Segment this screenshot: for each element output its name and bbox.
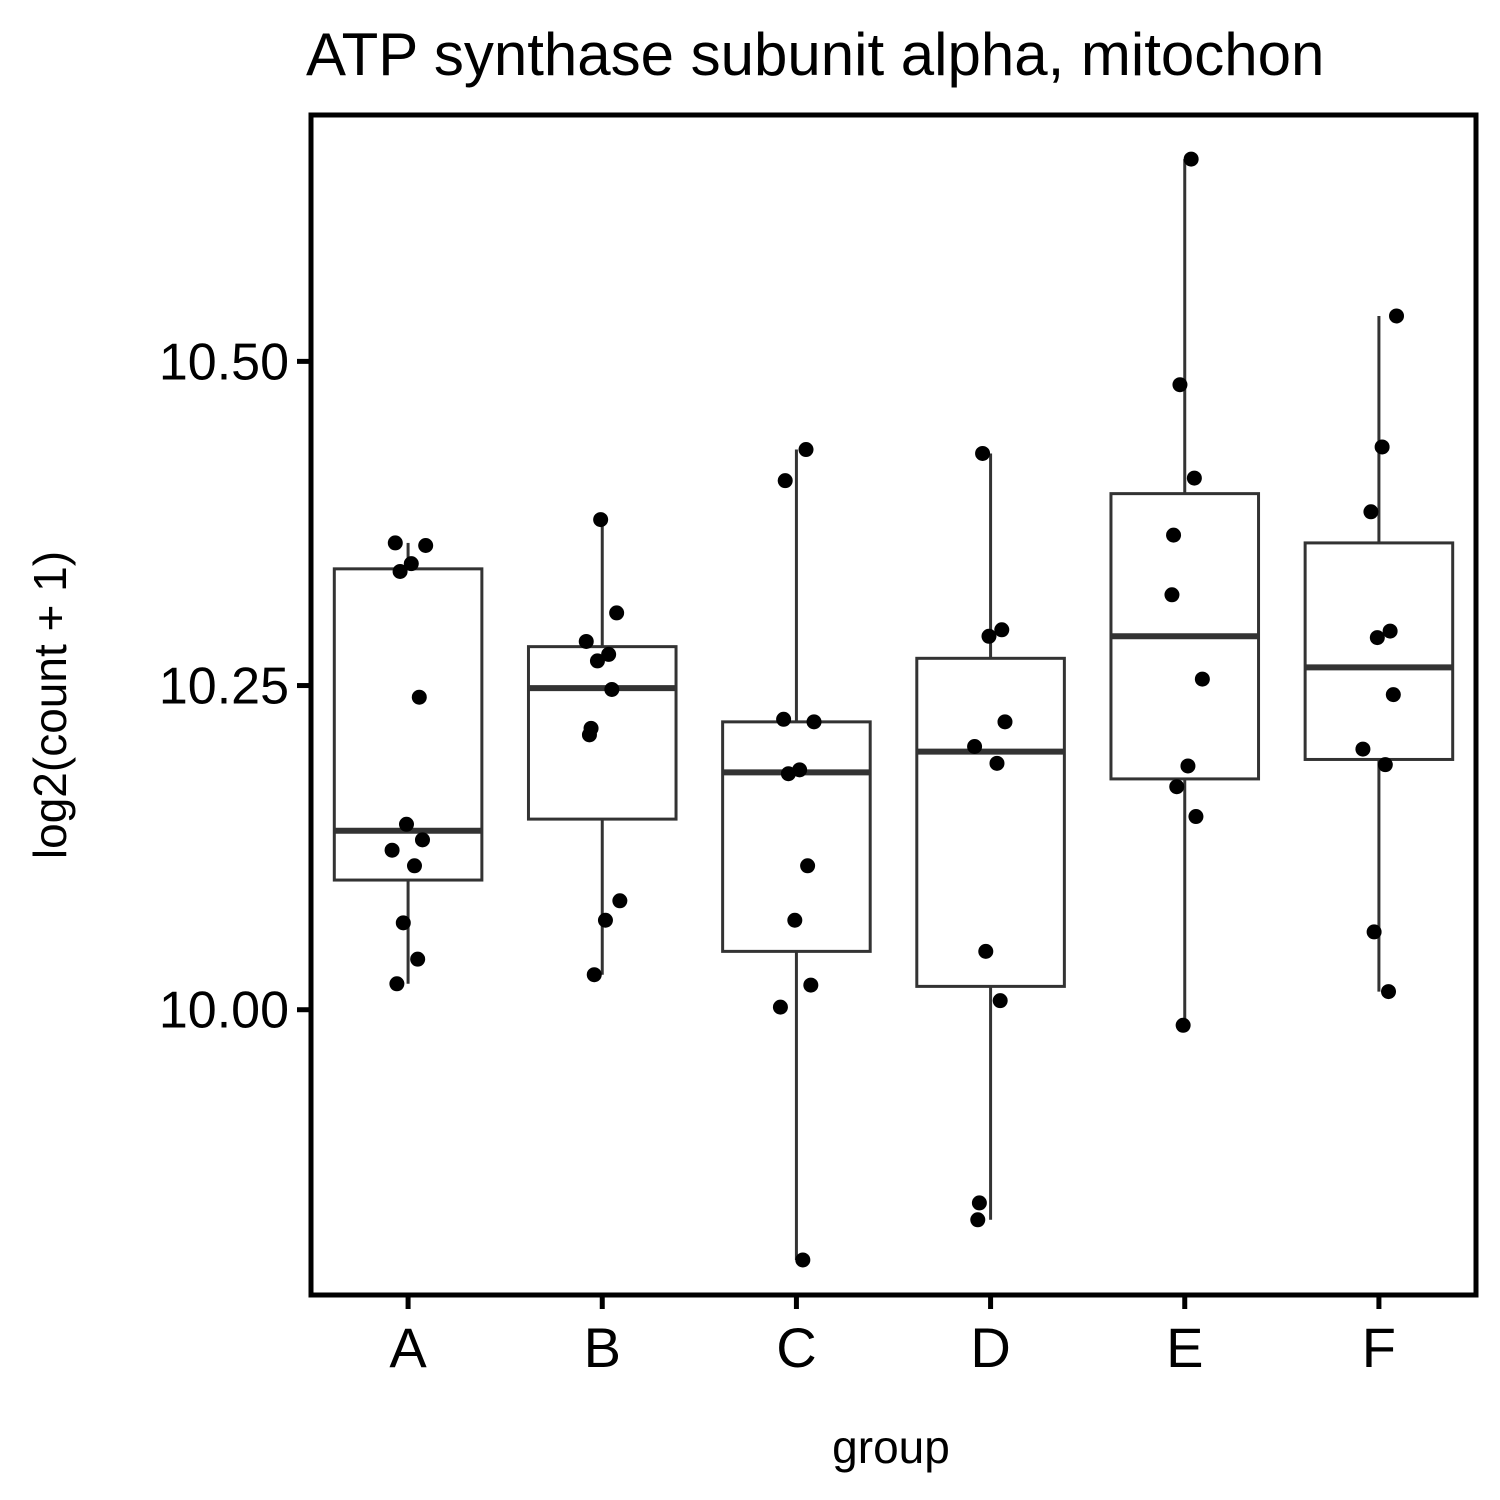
data-point [1366, 924, 1382, 940]
data-point [1175, 1017, 1191, 1033]
data-point [389, 976, 405, 992]
data-point [1369, 630, 1385, 646]
box-group-d [915, 453, 1066, 1220]
data-point [1355, 741, 1371, 757]
data-point [1374, 439, 1390, 455]
data-point [997, 714, 1013, 730]
data-point [406, 858, 422, 874]
data-point [777, 473, 793, 489]
y-tick-label: 10.00 [159, 982, 289, 1040]
chart-title: ATP synthase subunit alpha, mitochon [306, 21, 1324, 88]
data-point [1169, 779, 1185, 795]
iqr-box [1303, 541, 1455, 761]
data-point [414, 832, 430, 848]
data-point [981, 628, 997, 644]
iqr-box [721, 720, 872, 953]
data-point [609, 605, 625, 621]
data-point [593, 512, 609, 528]
x-tick-label: B [584, 1316, 621, 1379]
box-group-b [526, 519, 678, 975]
data-point [411, 689, 427, 705]
data-point [398, 816, 414, 832]
data-point [1166, 527, 1182, 543]
box-group-e [1109, 159, 1261, 1026]
data-point [1377, 757, 1393, 773]
data-point [1382, 623, 1398, 639]
data-point [387, 535, 403, 551]
data-point [604, 681, 620, 697]
data-point [597, 912, 613, 928]
data-point [798, 442, 814, 458]
x-tick-label: F [1362, 1316, 1396, 1379]
data-point [992, 993, 1008, 1009]
x-tick-label: C [776, 1316, 816, 1379]
points-layer [384, 151, 1405, 1268]
data-point [589, 653, 605, 669]
box-group-f [1303, 315, 1455, 992]
y-tick-label: 10.25 [159, 658, 289, 716]
data-point [803, 977, 819, 993]
data-point [806, 714, 822, 730]
data-point [967, 738, 983, 754]
data-point [1183, 151, 1199, 167]
x-tick-label: A [389, 1316, 427, 1379]
y-axis: 10.00 10.25 10.50 [159, 333, 311, 1040]
data-point [975, 445, 991, 461]
data-point [776, 711, 792, 727]
x-tick-label: D [970, 1316, 1010, 1379]
plot-panel-border [308, 112, 1479, 1298]
x-tick-label: E [1166, 1316, 1203, 1379]
data-point [578, 633, 594, 649]
data-point [978, 943, 994, 959]
y-axis-label: log2(count + 1) [24, 551, 76, 859]
data-point [1194, 671, 1210, 687]
data-point [581, 727, 597, 743]
data-point [787, 912, 803, 928]
data-point [586, 967, 602, 983]
data-point [601, 646, 617, 662]
data-point [418, 538, 434, 554]
box-group-c [721, 449, 872, 1260]
data-point [403, 556, 419, 572]
data-point [772, 999, 788, 1015]
data-point [395, 915, 411, 931]
data-point [800, 858, 816, 874]
data-point [994, 622, 1010, 638]
data-point [1385, 687, 1401, 703]
data-point [1186, 470, 1202, 486]
data-point [989, 755, 1005, 771]
data-point [971, 1195, 987, 1211]
x-axis: A B C D E F [389, 1295, 1396, 1379]
iqr-box [915, 656, 1066, 988]
data-point [1389, 308, 1405, 324]
data-point [970, 1212, 986, 1228]
data-point [780, 766, 796, 782]
data-point [1188, 809, 1204, 825]
data-point [1363, 504, 1379, 520]
data-point [1172, 377, 1188, 393]
data-point [1180, 758, 1196, 774]
data-point [392, 563, 408, 579]
data-point [1164, 587, 1180, 603]
iqr-box [526, 645, 678, 821]
data-point [612, 893, 628, 909]
boxes-layer [332, 159, 1455, 1260]
data-point [384, 842, 400, 858]
x-axis-label: group [832, 1421, 950, 1473]
y-tick-label: 10.50 [159, 333, 289, 391]
data-point [1381, 984, 1397, 1000]
data-point [795, 1252, 811, 1268]
data-point [410, 951, 426, 967]
